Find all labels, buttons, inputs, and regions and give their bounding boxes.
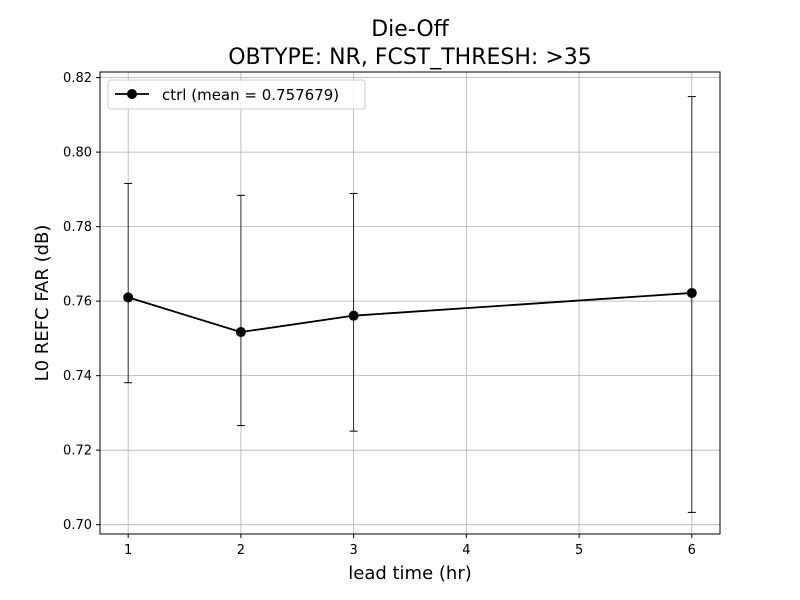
data-point: [235, 327, 246, 338]
x-axis-label: lead time (hr): [348, 563, 472, 584]
y-axis-label: L0 REFC FAR (dB): [32, 225, 53, 382]
legend-box: [107, 79, 366, 110]
series-layer: [123, 287, 697, 338]
legend-label: ctrl (mean = 0.757679): [162, 86, 339, 104]
y-tick-label: 0.80: [63, 146, 92, 161]
x-axis-ticks: 1 2 3 4 5 6: [124, 534, 696, 558]
y-tick-label: 0.74: [63, 369, 92, 384]
data-point: [686, 287, 697, 298]
y-tick-label: 0.82: [63, 71, 92, 86]
x-tick-label: 1: [124, 543, 132, 558]
x-tick-label: 2: [237, 543, 245, 558]
x-tick-label: 6: [688, 543, 696, 558]
data-point: [348, 310, 359, 321]
y-axis-ticks: 0.70 0.72 0.74 0.76 0.78 0.80 0.82: [63, 71, 100, 533]
y-tick-label: 0.78: [63, 220, 92, 235]
legend: ctrl (mean = 0.757679): [107, 79, 366, 110]
grid-lines: [100, 72, 720, 534]
chart-title-line2: OBTYPE: NR, FCST_THRESH: >35: [228, 45, 592, 70]
y-tick-label: 0.72: [63, 444, 92, 459]
plot-area-frame: [99, 71, 721, 535]
x-tick-label: 5: [575, 543, 583, 558]
x-tick-label: 3: [349, 543, 357, 558]
series-line: [127, 292, 692, 333]
x-tick-label: 4: [462, 543, 470, 558]
legend-marker: [127, 89, 137, 99]
data-point: [123, 292, 134, 303]
chart-title-line1: Die-Off: [371, 17, 449, 42]
y-tick-label: 0.70: [63, 518, 92, 533]
y-tick-label: 0.76: [63, 295, 92, 310]
